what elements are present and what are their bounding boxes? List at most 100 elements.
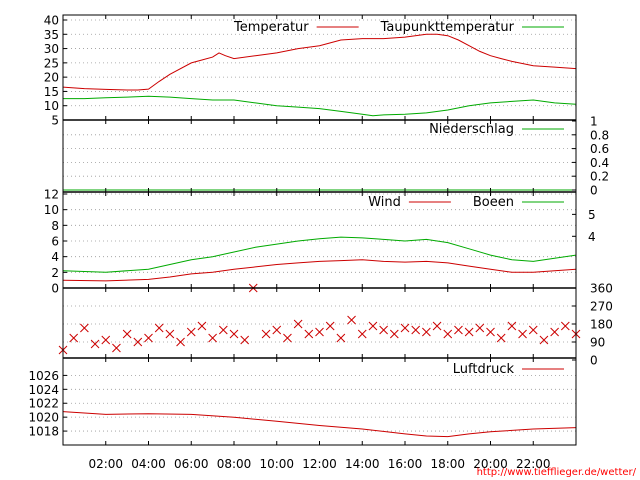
wind-direction-point (154, 323, 164, 333)
grid-layer (63, 19, 576, 432)
y-tick-label: 0.4 (590, 156, 609, 170)
y-tick-label: 20 (44, 71, 59, 85)
y-tick-label: 5 (51, 114, 59, 128)
wind-direction-point (272, 325, 282, 335)
wind-direction-point (422, 327, 431, 337)
plot-frame (62, 14, 577, 446)
taupunkttemperatur-line (63, 95, 577, 117)
y-tick-label: 30 (44, 42, 59, 56)
wind-direction-point (389, 329, 399, 339)
y-tick-label: 10 (44, 99, 59, 113)
wind-direction-point (336, 333, 346, 343)
frame-layer (62, 14, 577, 446)
y-tick-label: 1022 (28, 397, 59, 411)
right-axis-label: 4 (588, 230, 596, 244)
wind-direction-point (432, 321, 442, 331)
x-tick-label: 06:00 (174, 457, 209, 471)
wind-line (62, 259, 577, 282)
wind-direction-point (325, 321, 335, 331)
wind-direction-point (229, 329, 239, 339)
x-tick-label: 20:00 (473, 457, 508, 471)
wind-direction-point (186, 327, 196, 337)
wind-direction-point (315, 327, 324, 337)
legend-label: Boeen (473, 195, 514, 210)
wind-direction-point (379, 325, 388, 335)
wind-direction-point (496, 333, 506, 343)
y-tick-label: 40 (44, 14, 59, 28)
legend-label: Taupunkttemperatur (380, 20, 515, 35)
y-tick-label: 0.2 (590, 170, 609, 184)
wind-direction-point (357, 329, 367, 339)
y-tick-label: 25 (44, 56, 59, 70)
y-tick-label: 0.8 (590, 128, 609, 142)
temperatur-line (62, 33, 577, 91)
wind-direction-point (518, 329, 527, 339)
y-tick-label: 0 (590, 354, 598, 368)
wind-direction-point (90, 339, 100, 349)
y-tick-label: 35 (44, 28, 59, 42)
y-tick-label: 1026 (28, 369, 59, 383)
y-tick-label: 270 (590, 300, 613, 314)
text-layer: 02:00 04:00 06:00 08:00 10:00 12:00 14:00 16:00… (28, 14, 612, 472)
wind-direction-point (240, 335, 250, 345)
wind-direction-point (550, 327, 559, 337)
wind-direction-point (197, 321, 207, 331)
wind-direction-point (218, 325, 228, 335)
wind-direction-point (454, 325, 463, 335)
wind-direction-point (539, 335, 549, 345)
y-tick-label: 8 (51, 219, 59, 233)
luftdruck-line (62, 411, 577, 438)
wind-direction-point (144, 333, 153, 343)
x-tick-label: 04:00 (131, 457, 166, 471)
wind-direction-point (80, 323, 89, 333)
right-axis-label: 5 (588, 208, 596, 222)
wind-direction-point (283, 333, 292, 343)
wind-direction-point (208, 333, 217, 343)
wind-direction-point (69, 333, 79, 343)
y-tick-label: 6 (51, 235, 59, 249)
y-tick-label: 4 (51, 250, 59, 264)
y-tick-label: 180 (590, 318, 613, 332)
legend-label: Temperatur (233, 20, 309, 35)
x-tick-label: 22:00 (516, 457, 551, 471)
y-tick-label: 12 (44, 188, 59, 202)
y-tick-label: 1018 (28, 425, 59, 439)
y-tick-label: 10 (44, 203, 59, 217)
wind-direction-point (443, 329, 453, 339)
y-tick-label: 1 (590, 115, 598, 129)
x-tick-label: 12:00 (302, 457, 337, 471)
y-tick-label: 90 (590, 336, 605, 350)
wind-direction-point (475, 323, 485, 333)
y-tick-label: 1020 (28, 411, 59, 425)
legend-label: Luftdruck (453, 362, 515, 377)
legend-label: Wind (368, 195, 401, 210)
x-tick-label: 14:00 (345, 457, 380, 471)
x-tick-label: 10:00 (259, 457, 294, 471)
y-tick-label: 1024 (28, 383, 59, 397)
wind-direction-point (122, 329, 132, 339)
boeen-line (62, 236, 577, 273)
y-tick-label: 0 (590, 184, 598, 198)
y-tick-label: 15 (44, 85, 59, 99)
wind-direction-point (368, 321, 378, 331)
x-tick-label: 18:00 (430, 457, 465, 471)
wind-direction-point (400, 323, 410, 333)
x-tick-label: 02:00 (88, 457, 123, 471)
wind-direction-point (165, 329, 175, 339)
wind-direction-point (464, 327, 474, 337)
wind-direction-point (112, 343, 121, 353)
y-tick-label: 360 (590, 282, 613, 296)
legend-label: Niederschlag (429, 122, 514, 137)
wind-direction-point (528, 325, 538, 335)
wind-direction-point (101, 335, 111, 345)
x-tick-label: 16:00 (388, 457, 423, 471)
x-tick-label: 08:00 (217, 457, 252, 471)
wind-direction-point (293, 319, 303, 329)
y-tick-label: 2 (51, 266, 59, 280)
wind-direction-point (560, 321, 570, 331)
y-tick-label: 0.6 (590, 142, 609, 156)
wind-direction-point (176, 337, 185, 347)
wind-direction-point (261, 329, 271, 339)
